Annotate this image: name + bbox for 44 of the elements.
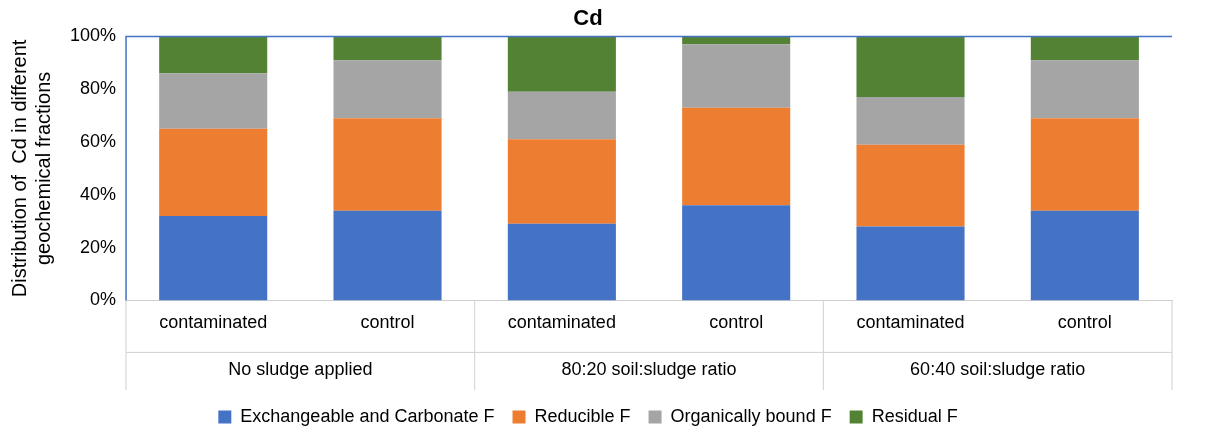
x-tick-label: contaminated: [159, 312, 268, 333]
bar: [507, 139, 616, 224]
x-tick-label: control: [360, 312, 415, 333]
bar: [507, 36, 616, 92]
text: 80:20 soil:sludge ratio: [561, 359, 737, 380]
chart-title: Cd: [573, 5, 603, 31]
bar: [507, 91, 616, 140]
y-tick-label: 60%: [80, 130, 117, 151]
y-tick-label: 40%: [80, 183, 117, 204]
bar: [159, 128, 268, 216]
bar: [856, 97, 965, 145]
bar: [1030, 60, 1139, 119]
legend-label: Residual F: [871, 405, 958, 426]
x-tick-label: control: [709, 312, 764, 333]
bar: [856, 144, 965, 227]
bar: [333, 118, 442, 211]
x-tick-label: contaminated: [507, 312, 616, 333]
y-tick-label: 80%: [80, 78, 117, 99]
bar: [333, 36, 442, 61]
bar: [333, 60, 442, 119]
bar: [856, 36, 965, 98]
text: No sludge applied: [228, 359, 373, 380]
bar: [682, 205, 791, 301]
legend-label: Organically bound F: [670, 405, 832, 426]
bar: [159, 73, 268, 129]
text: 60:40 soil:sludge ratio: [910, 359, 1086, 380]
bar: [682, 107, 791, 206]
x-tick-label: control: [1057, 312, 1112, 333]
y-tick-label: 0%: [90, 289, 117, 310]
bar: [1030, 210, 1139, 301]
x-tick-label: contaminated: [856, 312, 965, 333]
legend-label: Reducible F: [534, 405, 631, 426]
y-tick-label: 20%: [80, 236, 117, 257]
y-tick-label: 100%: [69, 25, 117, 46]
legend-label: Exchangeable and Carbonate F: [240, 405, 495, 426]
bar: [1030, 118, 1139, 211]
bar: [333, 210, 442, 301]
bar: [682, 44, 791, 108]
bar: [507, 223, 616, 301]
y-axis-title: Distribution of Cd in different geochemical fractions: [7, 39, 54, 298]
bar: [856, 226, 965, 301]
bar: [159, 36, 268, 74]
bar: [159, 215, 268, 301]
bar: [1030, 36, 1139, 61]
